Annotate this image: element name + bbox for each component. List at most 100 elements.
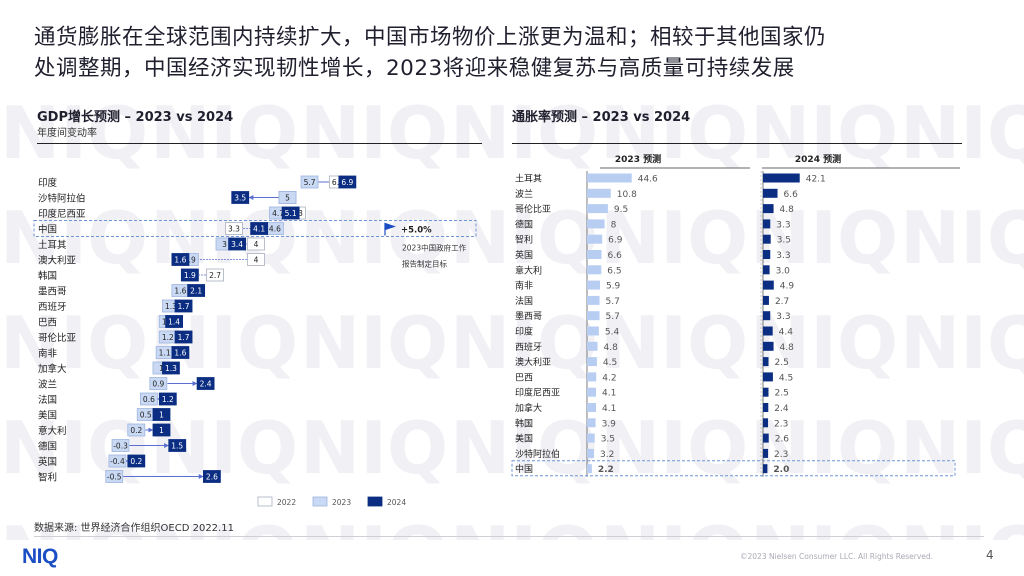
gdp-2024-marker-label: 1.6 <box>174 349 186 358</box>
gdp-2024-marker-label: 1 <box>159 426 164 435</box>
gdp-2024-marker <box>281 206 300 220</box>
gdp-2024-marker <box>174 330 193 344</box>
gdp-2024-marker-label: 6.9 <box>341 178 353 187</box>
gdp-2023-marker <box>108 454 127 468</box>
gdp-2024-marker <box>196 377 215 390</box>
gdp-2024-marker-label: 4.1 <box>253 225 265 234</box>
target-value: +5.0% <box>401 226 432 236</box>
inflation-value-2024: 3.3 <box>776 251 790 261</box>
gdp-category-label: 法国 <box>38 394 57 406</box>
gdp-2023-marker-label: 1.9 <box>184 256 196 265</box>
inflation-bar-2023 <box>587 280 600 290</box>
inflation-value-2023: 10.8 <box>617 190 637 200</box>
inflation-bar-2023 <box>587 387 597 397</box>
inflation-value-2023: 9.5 <box>614 205 628 215</box>
inflation-bar-2024 <box>763 295 769 305</box>
inflation-bar-2024 <box>763 464 768 474</box>
gdp-2023-marker-label: 0.9 <box>152 380 164 389</box>
gdp-header-rule <box>37 143 482 144</box>
target-flag-icon <box>384 222 396 236</box>
gdp-2022-marker-label: 6.6 <box>332 178 344 187</box>
inflation-bar-2024 <box>763 188 778 198</box>
inflation-bar-2023 <box>587 234 603 244</box>
inflation-bar-2023 <box>587 341 598 351</box>
inflation-bar-2024 <box>763 173 800 183</box>
gdp-2024-marker-label: 1.7 <box>178 333 190 342</box>
inflation-value-2024: 42.1 <box>806 175 826 185</box>
inflation-bar-2024 <box>763 234 771 244</box>
inflation-bar-2024 <box>763 357 769 367</box>
gdp-2024-marker <box>152 408 171 421</box>
inflation-bar-2023 <box>587 418 596 428</box>
slide-title-line-2: 处调整期，中国经济实现韧性增长，2023将迎来稳健复苏与高质量可持续发展 <box>34 56 795 81</box>
inflation-bar-2024 <box>763 387 769 397</box>
gdp-chart-title: GDP增长预测 – 2023 vs 2024 <box>37 110 234 125</box>
inflation-category-label: 墨西哥 <box>515 311 542 322</box>
gdp-2024-marker <box>202 470 221 483</box>
inflation-chart-title: 通胀率预测 – 2023 vs 2024 <box>512 110 691 125</box>
inflation-value-2024: 4.4 <box>779 328 794 338</box>
gdp-2023-marker <box>139 392 158 406</box>
gdp-2022-marker-label: 2.7 <box>209 271 221 280</box>
gdp-2024-marker-label: 1.3 <box>165 364 177 373</box>
gdp-2024-marker <box>338 175 357 189</box>
gdp-2024-marker <box>171 346 190 359</box>
gdp-2024-marker-label: 1.4 <box>168 318 180 327</box>
gdp-2022-marker <box>206 268 224 282</box>
gdp-2024-marker <box>152 423 171 437</box>
inflation-value-2023: 3.2 <box>600 450 614 460</box>
gdp-category-label: 西班牙 <box>38 301 67 313</box>
gdp-category-label: 墨西哥 <box>38 287 67 298</box>
gdp-2023-marker-label: 3 <box>222 240 227 249</box>
inflation-category-label: 英国 <box>515 249 533 261</box>
legend-swatch-2022 <box>257 496 273 507</box>
gdp-2024-marker-label: 2.4 <box>200 380 212 389</box>
gdp-2024-marker <box>168 439 187 452</box>
gdp-2023-marker <box>149 377 168 390</box>
inflation-value-2024: 3.3 <box>776 312 790 322</box>
legend-label-2022: 2022 <box>277 498 296 507</box>
inflation-value-2024: 2.7 <box>775 297 789 307</box>
legend-swatch-2023 <box>312 496 328 507</box>
inflation-value-2024: 4.5 <box>779 373 793 383</box>
inflation-value-2023: 5.7 <box>606 297 620 307</box>
inflation-category-label: 土耳其 <box>515 173 542 185</box>
gdp-2023-marker-label: -0.4 <box>110 457 125 466</box>
gdp-category-label: 沙特阿拉伯 <box>38 193 86 205</box>
target-caption-1: 2023中国政府工作 <box>402 243 467 253</box>
inflation-value-2023: 5.7 <box>606 312 620 322</box>
gdp-2024-marker-label: 2.1 <box>190 287 202 296</box>
inflation-value-2024: 2.0 <box>773 465 789 475</box>
inflation-value-2023: 6.9 <box>608 236 623 246</box>
inflation-bar-2023 <box>587 188 611 198</box>
gdp-category-label: 美国 <box>38 410 57 422</box>
inflation-bar-2024 <box>763 265 770 275</box>
gdp-2023-marker-label: 0.5 <box>140 411 152 420</box>
gdp-2023-marker-label: 0.6 <box>143 395 155 404</box>
inflation-category-label: 澳大利亚 <box>515 356 551 368</box>
inflation-bar-2023 <box>587 433 595 443</box>
inflation-bar-2023 <box>587 403 597 412</box>
inflation-value-2023: 8 <box>611 220 617 230</box>
inflation-bar-2023 <box>587 295 600 305</box>
gdp-2023-marker-label: 4.6 <box>269 225 281 234</box>
inflation-category-label: 印度尼西亚 <box>515 387 560 399</box>
inflation-header-rule <box>512 143 962 144</box>
inflation-bar-2024 <box>763 204 774 214</box>
inflation-category-label: 哥伦比亚 <box>515 203 551 215</box>
gdp-category-label: 意大利 <box>38 425 67 437</box>
gdp-2024-marker <box>231 191 250 204</box>
inflation-category-label: 沙特阿拉伯 <box>515 448 560 460</box>
inflation-value-2023: 2.2 <box>598 465 614 475</box>
gdp-category-label: 印度 <box>38 177 58 189</box>
inflation-bar-2023 <box>587 173 632 183</box>
target-caption-2: 报告制定目标 <box>402 259 447 269</box>
inflation-value-2024: 3.3 <box>776 220 790 230</box>
gdp-2024-marker <box>180 268 199 282</box>
gdp-2022-marker <box>247 253 265 266</box>
gdp-2022-marker-label: 4 <box>254 240 259 249</box>
inflation-value-2023: 4.2 <box>602 373 616 383</box>
gdp-2024-marker-label: 0.2 <box>130 457 142 466</box>
gdp-2024-marker <box>127 454 146 468</box>
